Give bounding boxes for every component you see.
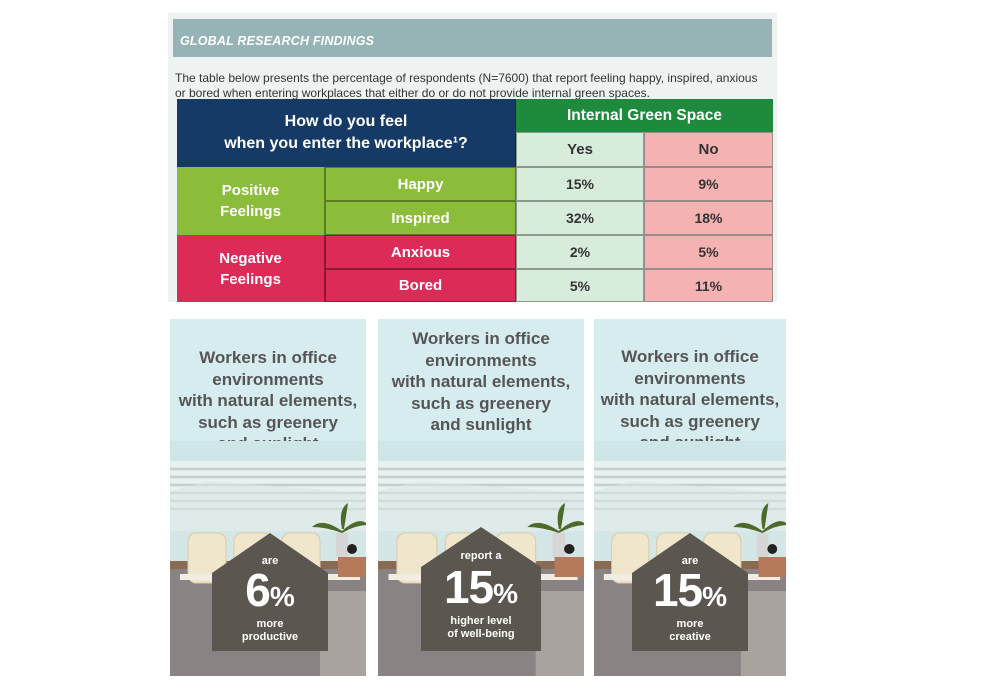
panel-title: GLOBAL RESEARCH FINDINGS (180, 34, 375, 48)
stat-number: 15 (652, 564, 703, 616)
card-line: and sunlight (430, 415, 532, 434)
internal-green-space-header: Internal Green Space (516, 99, 773, 132)
card-headline: Workers in office environments with natu… (170, 347, 366, 455)
stat-number: 15 (443, 561, 494, 613)
house-shape (632, 533, 748, 651)
house-shape (421, 527, 541, 651)
negative-label-line-2: Feelings (220, 270, 281, 288)
negative-label-line-1: Negative (219, 249, 282, 267)
no-column-header: No (644, 132, 773, 167)
stat-percent-sign: % (702, 581, 728, 612)
stat-suffix: more creative (630, 618, 750, 644)
stat-prefix: are (681, 555, 699, 567)
stat-house: report a 15% higher level of well-being (419, 525, 543, 651)
stat-number: 6 (245, 564, 271, 616)
question-line-1: How do you feel (284, 113, 408, 130)
card-line: with natural elements, (600, 390, 780, 409)
stat-suffix: more productive (210, 618, 330, 644)
stat-house: are 6% more productive (210, 531, 330, 651)
anxious-yes-value: 2% (516, 235, 644, 269)
positive-label-line-2: Feelings (220, 203, 281, 220)
stat-card-productive: Workers in office environments with natu… (170, 319, 366, 676)
card-line: environments (634, 368, 746, 388)
feeling-inspired: Inspired (325, 201, 516, 235)
card-headline: Workers in office environments with natu… (594, 346, 786, 454)
stat-value: 15% (630, 563, 750, 617)
bored-yes-value: 5% (516, 269, 644, 302)
stat-value: 15% (419, 560, 543, 614)
question-line-2: when you enter the workplace¹? (224, 135, 468, 152)
stat-suffix: higher level of well-being (419, 615, 543, 641)
bored-no-value: 11% (644, 269, 773, 302)
card-line: environments (425, 350, 537, 370)
card-line: environments (212, 369, 324, 389)
stat-percent-sign: % (493, 578, 519, 609)
stat-suffix-line-1: more (676, 618, 704, 630)
stat-value: 6% (210, 563, 330, 617)
stat-suffix-line-1: higher level (450, 615, 512, 627)
card-line: with natural elements, (178, 391, 358, 410)
findings-table: How do you feel when you enter the workp… (177, 99, 773, 302)
stat-suffix-line-2: creative (669, 631, 711, 643)
house-shape (212, 533, 328, 651)
happy-no-value: 9% (644, 167, 773, 201)
inspired-yes-value: 32% (516, 201, 644, 235)
stat-suffix-line-2: productive (241, 631, 299, 643)
positive-feelings-label: Positive Feelings (177, 167, 325, 235)
card-headline: Workers in office environments with natu… (378, 328, 584, 436)
stat-prefix: are (261, 555, 279, 567)
card-line: Workers in office (412, 329, 550, 348)
stat-house: are 15% more creative (630, 531, 750, 651)
stat-prefix: report a (460, 550, 502, 562)
question-header: How do you feel when you enter the workp… (177, 99, 516, 167)
negative-feelings-label: Negative Feelings (177, 235, 325, 302)
stat-percent-sign: % (269, 581, 295, 612)
card-line: such as greenery (620, 411, 760, 431)
card-line: Workers in office (621, 347, 759, 366)
card-line: such as greenery (198, 412, 338, 432)
feeling-happy: Happy (325, 167, 516, 201)
yes-column-header: Yes (516, 132, 644, 167)
feeling-anxious: Anxious (325, 235, 516, 269)
positive-label-line-1: Positive (221, 182, 280, 199)
inspired-no-value: 18% (644, 201, 773, 235)
panel-header: GLOBAL RESEARCH FINDINGS (173, 19, 772, 57)
anxious-no-value: 5% (644, 235, 773, 269)
research-findings-panel: GLOBAL RESEARCH FINDINGS The table below… (168, 13, 777, 302)
card-line: Workers in office (199, 348, 337, 367)
happy-yes-value: 15% (516, 167, 644, 201)
card-line: such as greenery (411, 393, 551, 413)
feeling-bored: Bored (325, 269, 516, 302)
card-line: with natural elements, (391, 372, 571, 391)
stat-suffix-line-2: of well-being (447, 628, 515, 640)
stat-card-creative: Workers in office environments with natu… (594, 319, 786, 676)
intro-text: The table below presents the percentage … (175, 71, 758, 100)
stat-card-wellbeing: Workers in office environments with natu… (378, 319, 584, 676)
stat-suffix-line-1: more (256, 618, 284, 630)
